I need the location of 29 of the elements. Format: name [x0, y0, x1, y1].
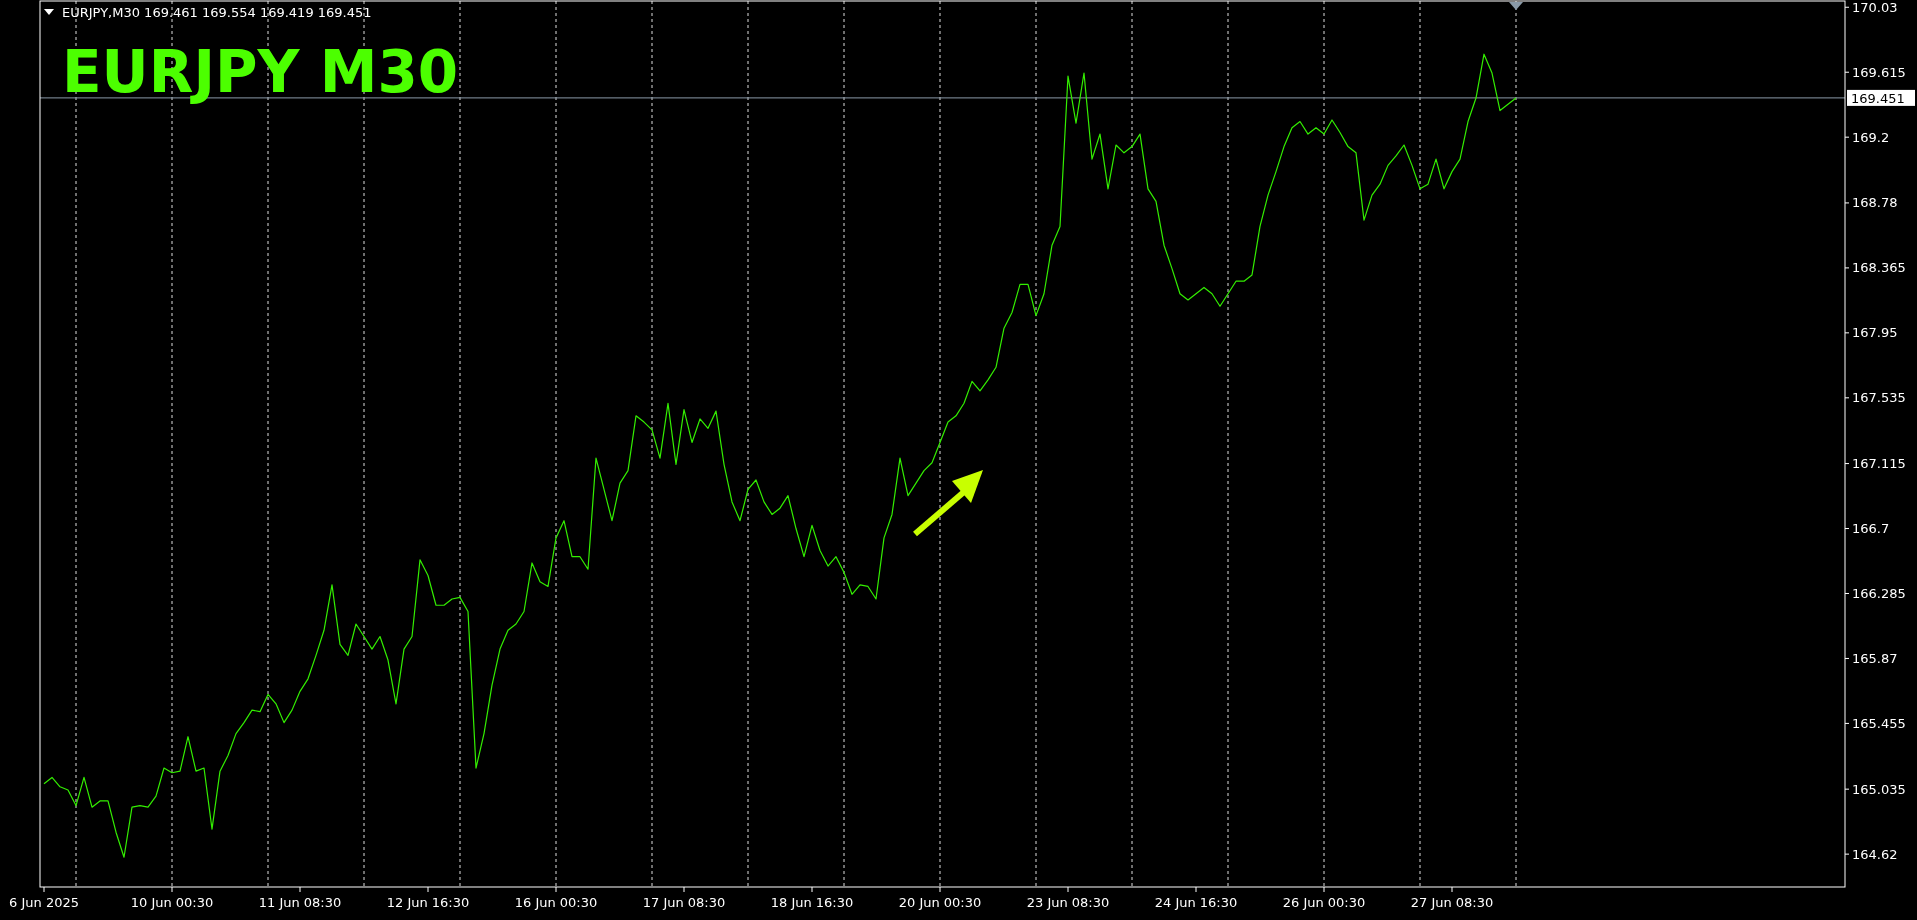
y-tick-label: 166.285 — [1852, 586, 1906, 602]
x-tick-label: 27 Jun 08:30 — [1410, 895, 1494, 910]
x-tick-label: 26 Jun 00:30 — [1282, 895, 1366, 910]
y-tick-label: 169.2 — [1852, 129, 1890, 145]
y-tick-label: 165.035 — [1852, 781, 1906, 797]
y-tick-label: 165.455 — [1852, 715, 1906, 731]
y-tick-label: 168.365 — [1852, 260, 1906, 276]
x-tick-label: 16 Jun 00:30 — [514, 895, 598, 910]
y-tick-label: 170.03 — [1852, 0, 1898, 15]
text: EURJPY M30 — [62, 38, 459, 106]
x-tick-label: 23 Jun 08:30 — [1026, 895, 1110, 910]
y-tick-label: 165.87 — [1852, 651, 1898, 667]
y-tick-label: 167.95 — [1852, 325, 1898, 341]
y-tick-label: 168.78 — [1852, 195, 1898, 211]
x-tick-label: 24 Jun 16:30 — [1154, 895, 1238, 910]
ref-line-label: 169.451 — [1851, 90, 1905, 106]
x-tick-label: 10 Jun 00:30 — [130, 895, 214, 910]
x-tick-label: 12 Jun 16:30 — [386, 895, 470, 910]
y-tick-label: 166.7 — [1852, 521, 1890, 537]
chart-subtitle: EURJPY,M30 169.461 169.554 169.419 169.451 — [62, 5, 372, 20]
x-tick-label: 18 Jun 16:30 — [770, 895, 854, 910]
y-tick-label: 167.115 — [1852, 456, 1906, 472]
y-tick-label: 164.62 — [1852, 846, 1898, 862]
y-tick-label: 169.615 — [1852, 64, 1906, 80]
x-tick-label: 17 Jun 08:30 — [642, 895, 726, 910]
x-tick-label: 20 Jun 00:30 — [898, 895, 982, 910]
y-tick-label: 167.535 — [1852, 390, 1906, 406]
x-tick-label: 11 Jun 08:30 — [258, 895, 342, 910]
x-tick-label: 6 Jun 2025 — [9, 895, 79, 910]
